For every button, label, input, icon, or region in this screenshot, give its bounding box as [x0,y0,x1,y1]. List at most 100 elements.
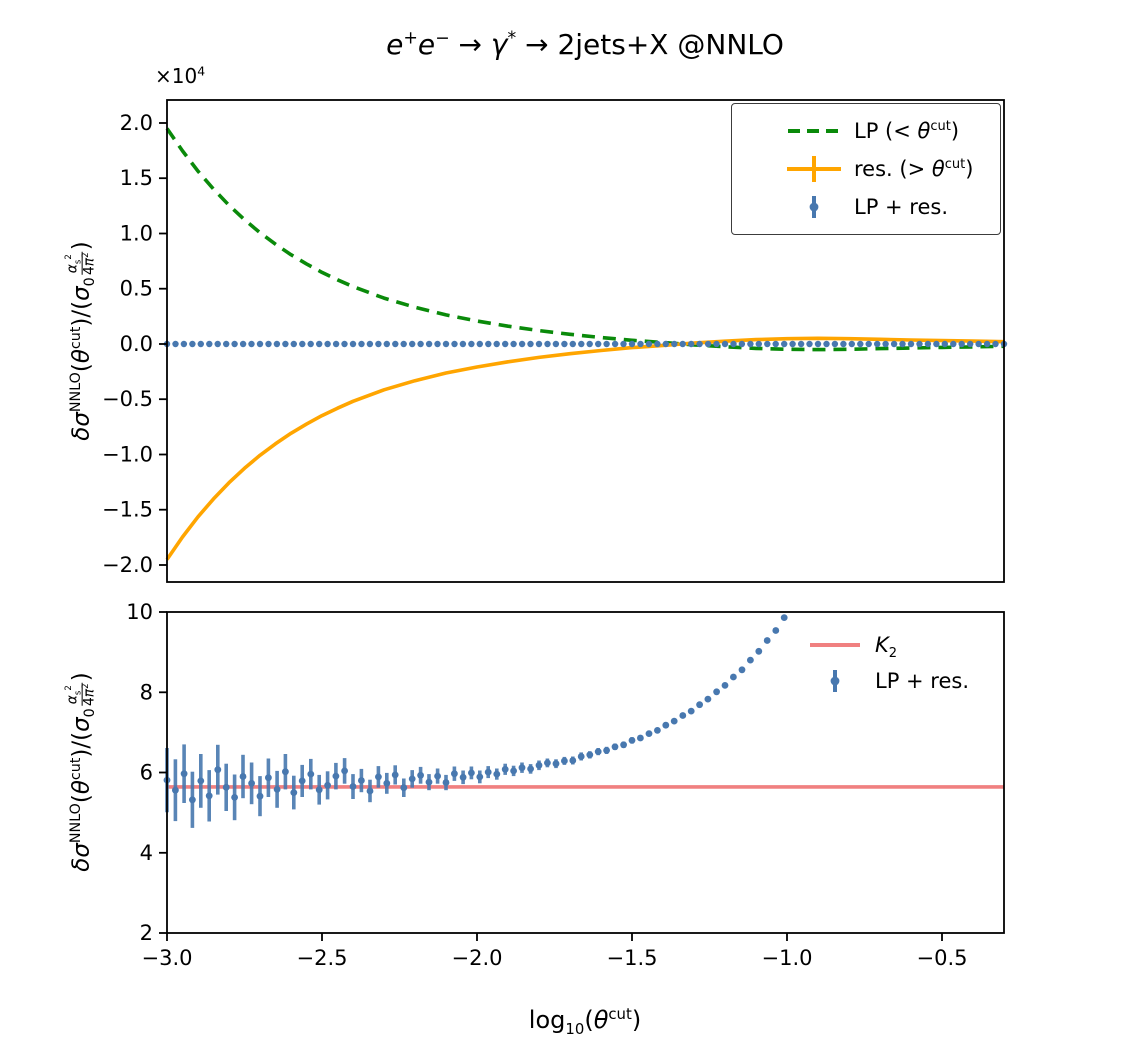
data-point [349,783,357,790]
y-tick-label: 6 [140,761,153,785]
data-point [670,717,678,725]
x-tick-label: −1.0 [762,946,813,970]
data-point [223,340,230,348]
data-point [823,340,830,348]
data-point [434,340,441,348]
data-point [730,340,737,348]
data-point [248,340,255,348]
data-point [924,340,932,348]
data-point [586,340,593,348]
data-point [950,340,957,348]
legend-item: LP (< θcut) [787,112,992,150]
series-lp_plus_res [163,340,1008,348]
data-point [654,727,661,734]
data-point [324,340,331,348]
data-point [383,779,391,787]
data-point [772,340,779,348]
legend-sample-errdot-icon [830,670,840,692]
data-point [721,340,729,348]
data-point [637,340,644,348]
legend-sample-dashed-icon [788,129,840,133]
data-point [603,340,610,348]
data-point [180,770,188,778]
data-point [214,766,222,774]
data-point [366,787,374,795]
data-point [874,340,881,348]
data-point [696,340,703,348]
data-point [206,340,213,348]
data-point [417,771,424,779]
data-point [392,340,399,348]
data-point [831,340,839,348]
data-point [958,340,965,348]
x-tick-label: −2.5 [297,946,348,970]
data-point [755,647,763,655]
data-point [366,340,374,348]
data-point [738,666,746,674]
data-point [840,340,847,348]
data-point [298,777,306,785]
data-point [569,757,577,764]
data-point [273,340,281,348]
data-point [713,688,720,696]
data-point [797,340,805,348]
legend-item: LP + res. [787,188,992,226]
data-point [586,751,594,759]
data-point [578,340,585,348]
data-point [687,707,695,715]
data-point [603,747,610,754]
data-point [391,771,399,779]
data-point [645,340,653,348]
data-point [290,340,297,348]
data-point [645,730,653,737]
data-point [983,340,991,348]
x-tick-label: −3.0 [142,946,193,970]
data-point [933,340,940,348]
y-tick-label: −1.5 [102,498,153,522]
data-point [375,340,382,348]
data-point [197,777,205,785]
legend-item-label: K2 [875,633,898,662]
y-tick-label: 1.5 [120,166,153,190]
data-point [205,792,213,800]
axes-frame [166,99,1005,583]
data-point [468,340,475,348]
data-point [484,768,492,776]
data-point [476,773,484,781]
data-point [256,792,264,800]
y-tick-label: 8 [140,680,153,704]
data-point [907,340,915,348]
data-point [721,682,729,689]
series-res [165,336,1005,561]
data-point [231,794,239,801]
data-point [501,765,509,773]
data-point [941,340,948,348]
top-legend: LP (< θcut) res. (> θcut) LP + res. [731,103,1001,235]
plot-title: e+e− → γ* → 2jets+X @NNLO [386,28,784,61]
data-point [967,340,974,348]
data-point [189,340,196,348]
data-point [713,340,720,348]
data-point [172,340,179,348]
data-point [316,340,323,348]
data-point [383,340,390,348]
data-point [594,748,602,755]
legend-glyph-dot [830,676,840,686]
data-point [671,340,678,348]
data-point [493,340,500,348]
legend-sample-line-icon [810,643,860,647]
y-tick-label: −2.0 [102,553,153,577]
data-point [425,340,433,348]
data-point [197,340,204,348]
data-point [577,753,585,760]
data-point [916,340,923,348]
data-point [662,340,669,348]
data-point [459,773,467,781]
data-point [628,737,636,744]
data-point [772,627,780,634]
data-point [341,767,348,775]
data-point [434,772,441,780]
data-point [527,340,534,348]
